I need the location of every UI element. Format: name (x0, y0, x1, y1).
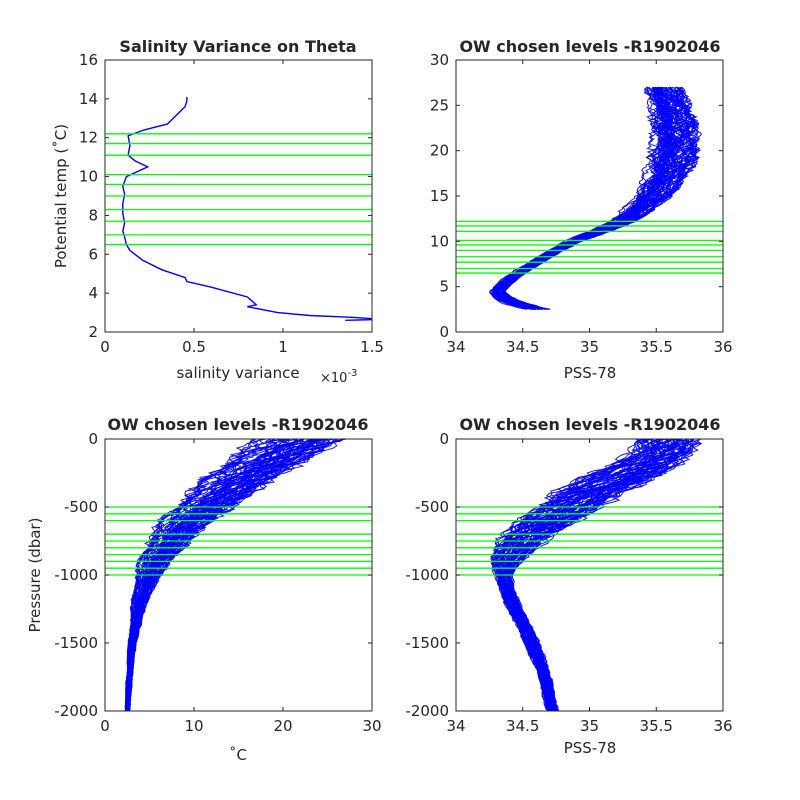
y-tick-label: -1000 (405, 566, 449, 584)
x-tick-label: 10 (184, 717, 203, 735)
x-tick-label: 36 (713, 338, 732, 356)
y-ticks: 2 4 6 8 10 12 14 16 (79, 51, 372, 341)
x-axis-label: PSS-78 (564, 364, 617, 382)
x-tick-label: 34 (446, 338, 465, 356)
plot-area (456, 439, 723, 711)
plot-area (105, 96, 372, 321)
x-tick-label: 35.5 (640, 717, 673, 735)
y-tick-label: 6 (88, 245, 98, 263)
chart-title: OW chosen levels -R1902046 (107, 415, 368, 434)
y-ticks: -2000 -1500 -1000 -500 0 (405, 430, 723, 720)
x-ticks: 0 10 20 30 (100, 439, 382, 735)
x-ticks: 0 0.5 1 1.5 (100, 60, 384, 356)
y-tick-label: 10 (79, 168, 98, 186)
axes-frame (104, 59, 373, 333)
profile-line (502, 86, 697, 310)
y-tick-label: 20 (430, 142, 449, 160)
y-tick-label: -2000 (54, 702, 98, 720)
panel-pressure-temperature: OW chosen levels -R1902046 0 10 20 30 -2000… (26, 415, 382, 764)
y-tick-label: -500 (64, 498, 98, 516)
plot-area (456, 86, 723, 310)
y-tick-label: 15 (430, 187, 449, 205)
y-tick-label: 0 (88, 430, 98, 448)
x-ticks: 34 34.5 35 35.5 36 (446, 60, 733, 356)
series-group (456, 439, 723, 711)
y-tick-label: 8 (88, 206, 98, 224)
x-tick-label: 0 (100, 717, 110, 735)
y-tick-label: 30 (430, 51, 449, 69)
y-tick-label: -2000 (405, 702, 449, 720)
profile-line (498, 86, 693, 310)
y-ticks: -2000 -1500 -1000 -500 0 (54, 430, 372, 720)
y-tick-label: 2 (88, 323, 98, 341)
chart-title: Salinity Variance on Theta (119, 37, 356, 56)
x-tick-label: 20 (273, 717, 292, 735)
plot-area (105, 439, 372, 711)
x-axis-label: ˚C (229, 746, 247, 764)
y-tick-label: 16 (79, 51, 98, 69)
series-group (456, 86, 723, 310)
chart-title: OW chosen levels -R1902046 (459, 37, 720, 56)
profile-line (493, 86, 675, 310)
x-tick-label: 36 (713, 717, 732, 735)
profile-line (498, 86, 683, 310)
x-tick-label: 34.5 (506, 338, 539, 356)
chart-title: OW chosen levels -R1902046 (459, 415, 720, 434)
y-tick-label: -1500 (54, 634, 98, 652)
y-tick-label: -1000 (54, 566, 98, 584)
y-axis-label: Pressure (dbar) (26, 518, 44, 633)
x-axis-label: salinity variance (176, 364, 299, 382)
x-ticks: 34 34.5 35 35.5 36 (446, 439, 733, 735)
y-tick-label: 5 (439, 278, 449, 296)
x-axis-label: PSS-78 (564, 739, 617, 757)
x-tick-label: 0.5 (182, 338, 206, 356)
y-tick-label: 25 (430, 96, 449, 114)
y-tick-label: 14 (79, 90, 98, 108)
y-axis-label: Potential temp (˚C) (52, 124, 70, 268)
y-ticks: 0 5 10 15 20 25 30 (430, 51, 723, 341)
x-tick-label: 0 (100, 338, 110, 356)
x-tick-label: 34.5 (506, 717, 539, 735)
series-group (105, 96, 372, 321)
panel-pressure-salinity: OW chosen levels -R1902046 34 34.5 35 35.5 3… (405, 415, 732, 757)
panel-theta-salinity: OW chosen levels -R1902046 34 34.5 35 35.5 3… (430, 37, 733, 382)
y-tick-label: 12 (79, 129, 98, 147)
x-tick-label: 1.5 (360, 338, 384, 356)
x-exponent-power: -3 (347, 368, 357, 379)
x-tick-label: 35 (580, 717, 599, 735)
y-tick-label: -1500 (405, 634, 449, 652)
y-tick-label: 10 (430, 232, 449, 250)
x-exponent-base: ×10 (320, 371, 347, 386)
y-tick-label: 0 (439, 323, 449, 341)
x-tick-label: 35.5 (640, 338, 673, 356)
x-tick-label: 30 (362, 717, 381, 735)
x-tick-label: 34 (446, 717, 465, 735)
y-tick-label: -500 (415, 498, 449, 516)
x-tick-label: 35 (580, 338, 599, 356)
series-group (105, 439, 372, 711)
profile-line (503, 86, 700, 310)
x-exponent-label: ×10-3 (320, 368, 357, 386)
y-tick-label: 0 (439, 430, 449, 448)
variance-profile-line (122, 96, 372, 321)
y-tick-label: 4 (88, 284, 98, 302)
x-tick-label: 1 (278, 338, 288, 356)
panel-salinity-variance: Salinity Variance on Theta 0 0.5 1 1.5 2 4 6 8… (52, 37, 384, 386)
